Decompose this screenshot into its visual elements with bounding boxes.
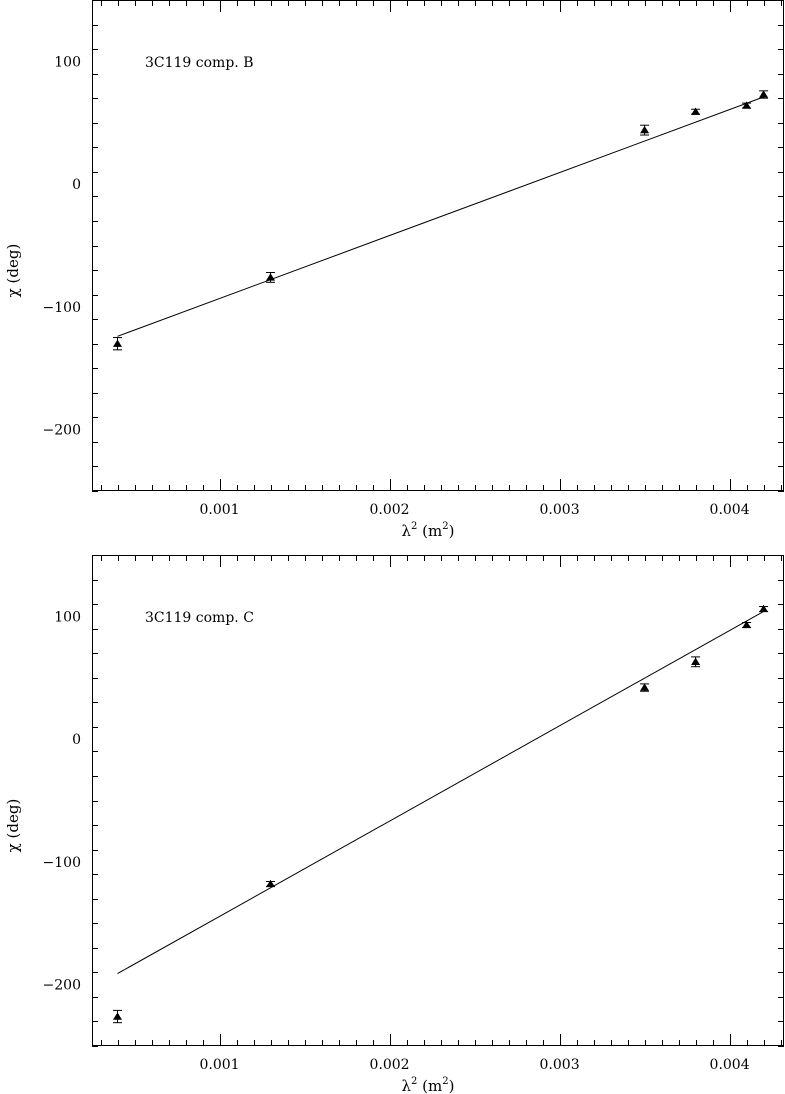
y-tick-label: 100 [54, 54, 81, 70]
x-axis-unit-open: (m [417, 522, 442, 540]
x-axis-symbol-sup: 2 [411, 1076, 417, 1087]
panel-title: 3C119 comp. B [145, 55, 254, 71]
fit-line [117, 611, 764, 975]
panel-title: 3C119 comp. C [145, 610, 254, 626]
x-axis-unit-sup: 2 [442, 1076, 448, 1087]
data-point [640, 124, 650, 136]
y-tick-label: −100 [43, 855, 81, 871]
data-point [691, 107, 701, 115]
x-tick-label: 0.004 [710, 1057, 750, 1073]
x-axis-symbol: λ [402, 522, 412, 540]
y-tick-label: −100 [43, 300, 81, 316]
x-tick-label: 0.004 [710, 502, 750, 518]
y-tick-label: −200 [43, 423, 81, 439]
x-axis-symbol: λ [402, 1077, 412, 1094]
x-axis-unit-close: ) [449, 522, 455, 540]
x-axis-label: λ2 (m2) [402, 1076, 455, 1094]
x-axis-unit-sup: 2 [442, 521, 448, 532]
y-tick-label: 0 [72, 177, 81, 193]
x-axis-label: λ2 (m2) [402, 521, 455, 540]
y-tick-label: −200 [43, 978, 81, 994]
data-point [742, 101, 752, 109]
x-tick-label: 0.001 [199, 502, 239, 518]
triangle-marker [691, 657, 701, 665]
data-point [640, 683, 650, 692]
fit-line [117, 96, 764, 337]
triangle-marker [640, 683, 650, 691]
plot-frame [92, 555, 784, 1046]
triangle-marker [759, 604, 769, 613]
y-tick-label: 0 [72, 732, 81, 748]
data-point [113, 1009, 123, 1024]
x-tick-label: 0.002 [369, 1057, 409, 1073]
x-axis-symbol-sup: 2 [411, 521, 417, 532]
data-point [691, 656, 701, 668]
data-point [759, 90, 769, 99]
triangle-marker [640, 125, 650, 134]
x-tick-label: 0.002 [369, 502, 409, 518]
x-tick-label: 0.003 [540, 502, 580, 518]
y-tick-label: 100 [54, 609, 81, 625]
x-axis-unit-close: ) [449, 1077, 455, 1094]
x-tick-label: 0.003 [540, 1057, 580, 1073]
data-point [266, 879, 276, 888]
data-point [266, 272, 276, 283]
data-point [113, 337, 123, 351]
x-axis-unit-open: (m [417, 1077, 442, 1094]
data-point [742, 620, 752, 629]
triangle-marker [691, 107, 701, 115]
triangle-marker [759, 90, 769, 98]
triangle-marker [113, 1012, 123, 1020]
x-tick-label: 0.001 [199, 1057, 239, 1073]
y-axis-label: χ (deg) [4, 799, 22, 853]
triangle-marker [266, 273, 276, 281]
plot-frame [92, 0, 784, 491]
triangle-marker [266, 879, 276, 888]
y-axis-label: χ (deg) [4, 244, 22, 298]
triangle-marker [742, 620, 752, 629]
triangle-marker [113, 339, 123, 347]
triangle-marker [742, 101, 752, 109]
data-point [759, 604, 769, 613]
